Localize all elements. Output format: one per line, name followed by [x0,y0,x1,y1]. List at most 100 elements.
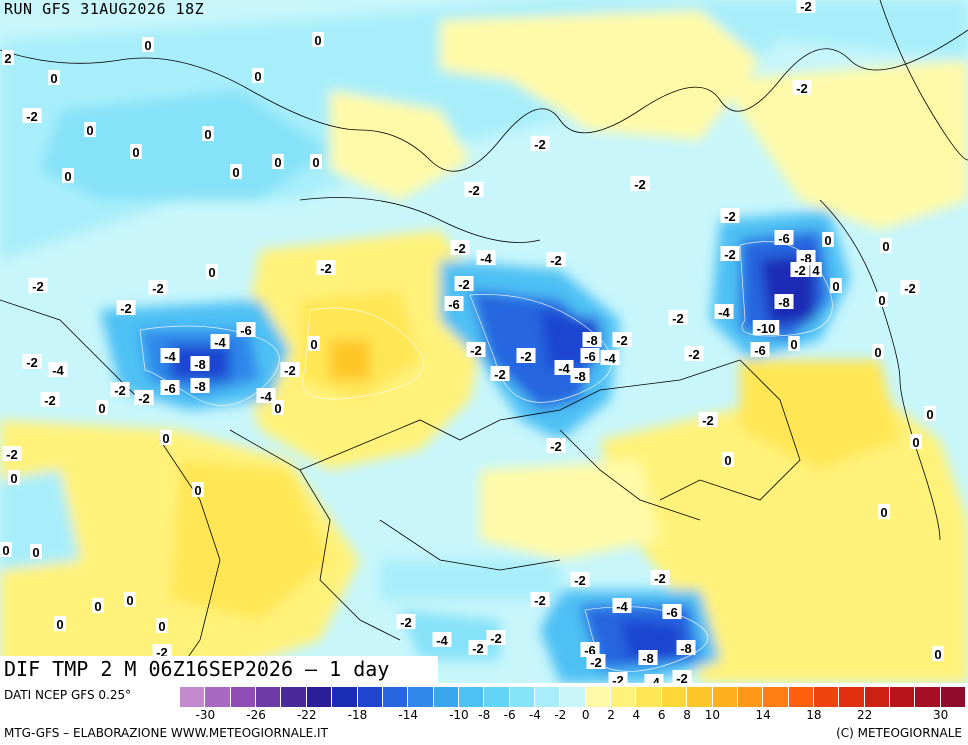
colorbar-tick-label: 0 [581,708,590,722]
contour-label: -2 [702,413,714,428]
contour-label: -6 [666,605,678,620]
contour-label-bg [22,354,42,369]
colorbar-swatch [408,687,434,707]
contour-label: -2 [152,281,164,296]
contour-label-bg [750,342,770,357]
contour-label: 0 [162,431,169,446]
contour-label-bg [28,278,48,293]
colorbar-swatch [712,687,738,707]
contour-label-bg [612,598,632,613]
contour-label-bg [312,32,324,47]
contour-label: -6 [164,381,176,396]
contour-label-bg [638,650,658,665]
colorbar-swatch [737,687,764,707]
contour-label: -4 [558,361,570,376]
contour-label: -2 [454,241,466,256]
colorbar-tick-label: -2 [554,708,567,722]
contour-label: -8 [680,641,692,656]
contour-label: -8 [194,357,206,372]
temperature-anomaly-map: -2 0 0 2 0 0 -2 -2 0 0 -2 0 0 0 0 0 -2 -2 -2 -6 0 -2 -4 -2 -2 -8-… [0,0,968,683]
contour-label-bg [62,168,74,183]
data-source-label: DATI NCEP GFS 0.25° [4,688,132,702]
contour-label: -2 [32,279,44,294]
contour-label-bg [774,230,794,245]
contour-label: -2 [114,383,126,398]
contour-label-bg [570,368,590,383]
contour-label: -8 [778,295,790,310]
colorbar-swatch [940,687,967,707]
contour-label: 0 [874,345,881,360]
contour-label-bg [40,392,60,407]
colorbar-swatch [661,687,688,707]
contour-label: 0 [50,71,57,86]
colorbar-tick-label: 18 [806,708,822,722]
contour-label-bg [570,572,590,587]
colorbar-swatch [306,687,333,707]
contour-label: -2 [654,571,666,586]
contour-label: 0 [10,471,17,486]
colorbar-swatch [256,687,282,707]
contour-label-bg [160,430,172,445]
contour-label-bg [720,246,740,261]
contour-label: -2 [490,631,502,646]
colorbar-tick-label: -14 [398,708,418,722]
contour-label-bg [116,300,136,315]
contour-label: 0 [314,33,321,48]
contour-label-bg [432,632,452,647]
contour-label: 0 [94,599,101,614]
contour-label: -2 [672,311,684,326]
contour-label: -4 [52,363,64,378]
contour-label: 0 [934,647,941,662]
contour-label: 0 [926,407,933,422]
contour-label: -2 [574,573,586,588]
colorbar-swatch [509,687,536,707]
contour-label-bg [476,250,496,265]
colorbar-swatch [839,687,865,707]
footer: DATI NCEP GFS 0.25° -30 -26 -22 -18 -14 -10 -8… [0,683,968,745]
contour-label-bg [586,654,606,669]
contour-label: -8 [194,379,206,394]
colorbar-tick-label: -6 [503,708,516,722]
colorbar-tick-label: 8 [683,708,691,722]
colorbar-swatch [458,687,485,707]
contour-label-bg [396,614,416,629]
contour-label: -2 [400,615,412,630]
contour-label-bg [752,320,780,335]
contour-label-bg [272,154,284,169]
contour-label-bg [252,68,264,83]
contour-label: 0 [790,337,797,352]
contour-label: -4 [436,633,448,648]
colorbar-swatch [763,687,789,707]
contour-label: -2 [44,393,56,408]
contour-label-bg [600,350,620,365]
colorbar-swatch [433,687,459,707]
contour-label-bg [230,164,242,179]
contour-label-bg [96,400,108,415]
colorbar-tick-label: 10 [704,708,721,722]
contour-label: -4 [718,305,730,320]
contour-label-bg [608,672,628,683]
contour-label: 4 [812,263,820,278]
contour-label: 0 [232,165,239,180]
contour-label: -8 [800,251,812,266]
contour-label: -4 [480,251,492,266]
contour-label-bg [0,542,12,557]
contour-label-bg [2,446,22,461]
contour-label: -2 [156,645,168,660]
contour-label: -6 [754,343,766,358]
contour-label-bg [872,344,884,359]
contour-label: -2 [612,673,624,683]
contour-label: 0 [912,435,919,450]
contour-label: -2 [590,655,602,670]
contour-label-bg [8,470,20,485]
contour-label: 0 [64,169,71,184]
contour-label: 0 [882,239,889,254]
colorbar-tick-label: -4 [528,708,541,722]
contour-label-bg [160,348,180,363]
contour-label-bg [878,504,890,519]
credit-left: MTG-GFS – ELABORAZIONE WWW.METEOGIORNALE… [4,726,328,740]
contour-label-bg [190,356,210,371]
contour-label-bg [130,144,142,159]
colorbar-tick-label: 30 [933,708,949,722]
contour-label: -2 [550,439,562,454]
